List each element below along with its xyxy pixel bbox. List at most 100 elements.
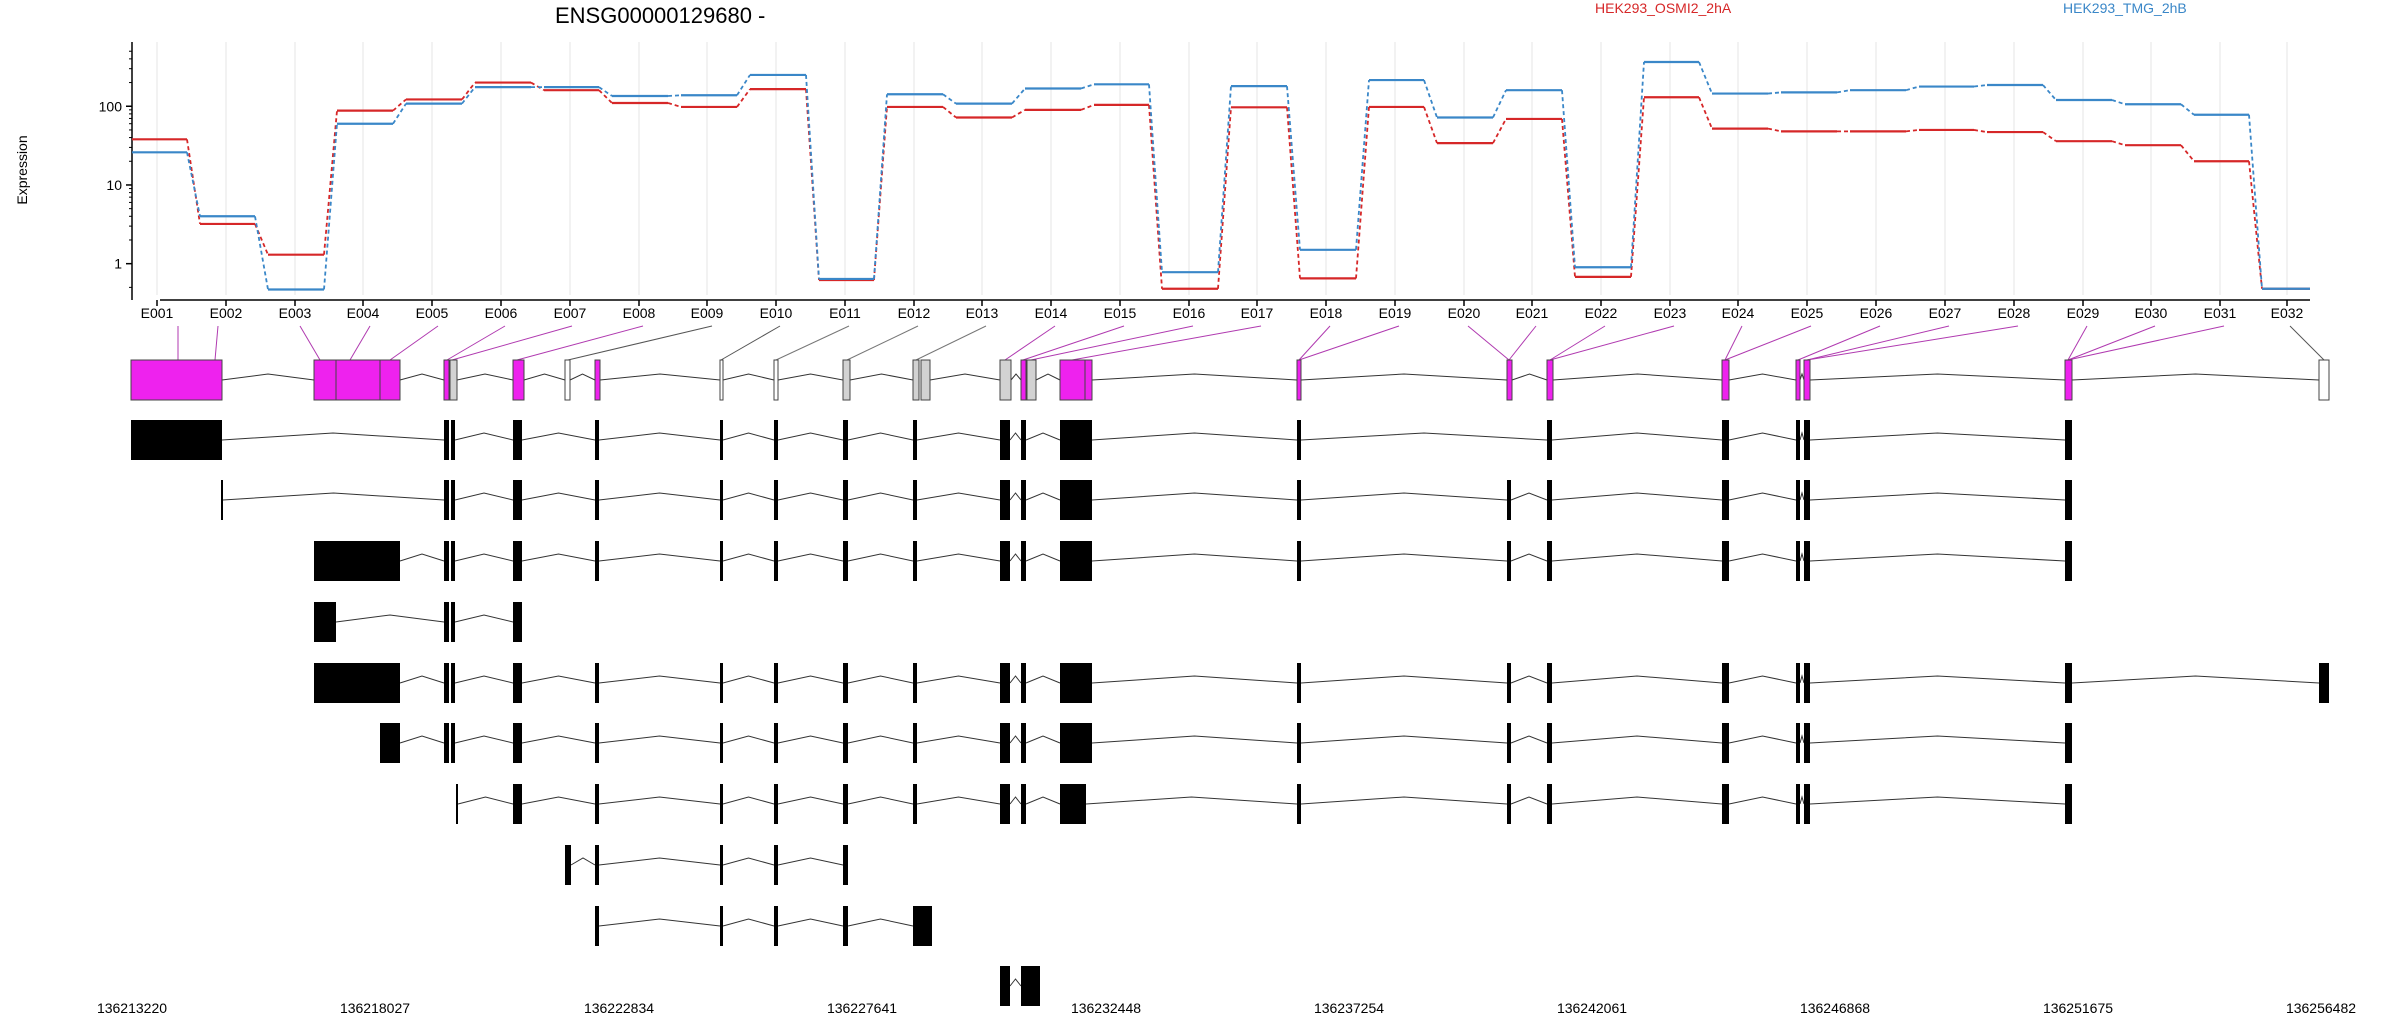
legend-series-1: HEK293_OSMI2_2hA (1595, 0, 1732, 16)
intron-line (221, 373, 315, 381)
transcript-intron (454, 553, 514, 562)
transcript-intron (521, 492, 596, 501)
exon-connector (1298, 325, 1400, 361)
transcript-exon (1804, 663, 1810, 703)
exon-connector (1022, 325, 1125, 361)
transcript-exon (1297, 420, 1301, 460)
transcript-intron (1809, 432, 2066, 441)
transcript-intron (1009, 492, 1022, 501)
exon-label: E018 (1310, 305, 1343, 321)
transcript-models (131, 420, 2329, 1006)
gene-exon (1506, 359, 1513, 401)
data-connector (1698, 96, 1713, 129)
genomic-tick-label: 136251675 (2043, 1000, 2113, 1016)
transcript-exon (221, 480, 223, 520)
exon-connector (1549, 325, 1675, 361)
transcript-intron (777, 675, 844, 684)
transcript-exon (1547, 541, 1552, 581)
transcript-intron (722, 918, 775, 927)
transcript-exon (451, 480, 455, 520)
transcript-intron (1809, 553, 2066, 562)
transcript-intron (1551, 492, 1723, 501)
data-connector (736, 88, 751, 108)
transcript-intron (1809, 675, 2066, 684)
transcript-intron (1551, 432, 1723, 441)
exon-connector (2067, 325, 2225, 361)
intron-line (1300, 373, 1508, 381)
transcript-exon (720, 480, 723, 520)
transcript-intron (1728, 735, 1797, 744)
data-connector (873, 94, 888, 279)
transcript-exon (1796, 784, 1800, 824)
exon-connector (516, 325, 644, 361)
transcript-intron (722, 857, 775, 866)
exon-label: E005 (416, 305, 449, 321)
transcript-exon (1021, 663, 1026, 703)
transcript-intron (1009, 978, 1022, 987)
data-connector (2180, 103, 2195, 116)
exon-label: E004 (347, 305, 380, 321)
transcript-intron (598, 432, 721, 441)
transcript-row (131, 420, 2072, 460)
transcript-exon (1722, 420, 1729, 460)
genomic-tick-label: 136246868 (1800, 1000, 1870, 1016)
data-connector (1836, 89, 1851, 94)
data-connector (254, 223, 269, 256)
transcript-intron (847, 553, 914, 562)
exon-label: E007 (554, 305, 587, 321)
transcript-intron (847, 918, 914, 927)
transcript-exon (444, 602, 449, 642)
transcript-intron (777, 857, 844, 866)
transcript-exon (1507, 723, 1511, 763)
transcript-intron (598, 492, 721, 501)
y-tick-label: 10 (106, 177, 122, 193)
transcript-exon (774, 845, 778, 885)
transcript-intron (1510, 796, 1548, 805)
transcript-row (565, 845, 848, 885)
exon-connector (1004, 325, 1056, 361)
exon-connector (720, 325, 781, 361)
transcript-intron (1809, 492, 2066, 501)
data-connector (1286, 107, 1301, 279)
transcript-exon (513, 663, 522, 703)
transcript-exon (1060, 784, 1086, 824)
genomic-tick-label: 136213220 (97, 1000, 167, 1016)
gene-exon (1546, 359, 1554, 401)
gene-exon (1803, 359, 1811, 401)
data-connector (942, 93, 957, 105)
transcript-exon (720, 906, 723, 946)
exon-label: E006 (485, 305, 518, 321)
transcript-intron (722, 492, 775, 501)
transcript-exon (1060, 541, 1092, 581)
transcript-exon (2065, 663, 2072, 703)
transcript-intron (1799, 674, 1805, 684)
transcript-row (595, 906, 932, 946)
exon-label: E011 (829, 305, 861, 321)
data-connector (530, 81, 545, 91)
grid-lines (156, 42, 2288, 295)
transcript-intron (847, 796, 914, 805)
transcript-intron (598, 675, 721, 684)
transcript-exon (2065, 480, 2072, 520)
data-connector (1011, 87, 1026, 105)
data-connector (942, 106, 957, 119)
exon-label: E009 (691, 305, 724, 321)
transcript-intron (598, 857, 721, 866)
transcript-exon (1722, 480, 1729, 520)
data-connector (2111, 140, 2126, 147)
gene-model (130, 359, 2330, 401)
data-connector (1561, 90, 1576, 268)
gene-exon (1020, 359, 1027, 401)
transcript-intron (1799, 795, 1805, 805)
transcript-intron (598, 735, 721, 744)
transcript-intron (1009, 796, 1022, 805)
y-axis-label: Expression (14, 135, 30, 204)
gene-exon (2064, 359, 2073, 401)
transcript-exon (1547, 663, 1552, 703)
intron-line (1799, 372, 1805, 381)
transcript-intron (1551, 675, 1723, 684)
exon-connector (1806, 325, 1950, 361)
transcript-row (380, 723, 2072, 763)
series-lines (132, 60, 2310, 291)
transcript-exon (1547, 480, 1552, 520)
